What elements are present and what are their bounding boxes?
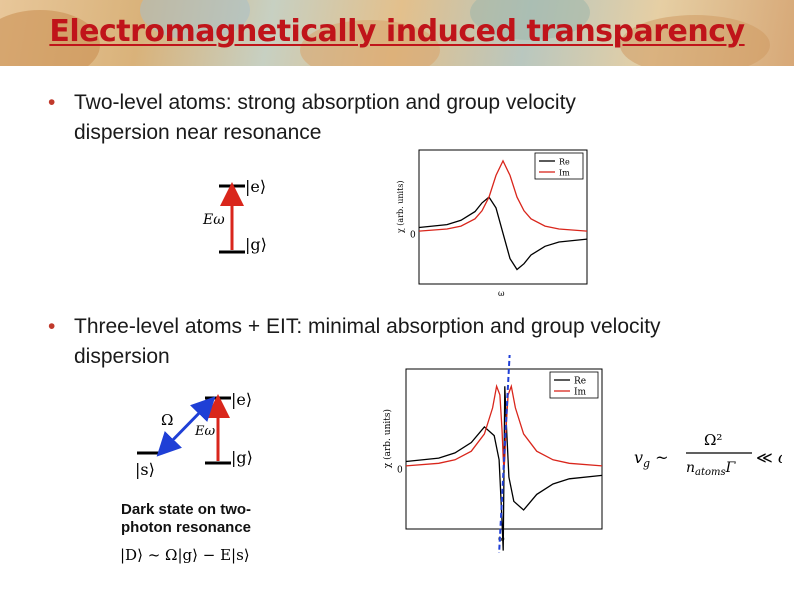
bullet-dot: • bbox=[48, 91, 56, 114]
group-velocity-slope-line bbox=[498, 355, 511, 554]
control-field-label: Ω bbox=[161, 411, 173, 429]
bullet-line: Two-level atoms: strong absorption and g… bbox=[74, 91, 576, 114]
field-label: Eω bbox=[202, 212, 225, 228]
legend-entry: Re bbox=[559, 158, 570, 167]
formula-denominator: natomsΓ bbox=[686, 460, 737, 478]
series-line-im bbox=[418, 159, 588, 232]
legend-box bbox=[534, 152, 584, 180]
y-axis-label: χ (arb. units) bbox=[382, 409, 393, 468]
group-velocity-formula: vg ~ Ω² natomsΓ ≪ c bbox=[634, 431, 782, 478]
control-arrow bbox=[156, 396, 216, 457]
ground-state-label: |g⟩ bbox=[245, 235, 267, 254]
y-tick-label: 0 bbox=[397, 465, 403, 475]
two-level-diagram: |e⟩ |g⟩ Eω bbox=[202, 177, 267, 254]
y-axis-label: χ (arb. units) bbox=[396, 180, 405, 233]
bullet-line: Three-level atoms + EIT: minimal absorpt… bbox=[74, 315, 661, 338]
bullet-three-level: • Three-level atoms + EIT: minimal absor… bbox=[48, 313, 768, 373]
legend-entry: Re bbox=[574, 377, 586, 387]
title-banner bbox=[0, 0, 794, 66]
y-tick-label: 0 bbox=[410, 230, 416, 240]
two-level-susceptibility-chart: 0 χ (arb. units) ω Re Im bbox=[396, 149, 588, 296]
x-axis-label: ω bbox=[498, 534, 505, 543]
legend-box bbox=[549, 371, 599, 399]
three-level-diagram: |e⟩ |g⟩ |s⟩ Ω Eω bbox=[135, 390, 253, 479]
bullet-dot: • bbox=[48, 315, 56, 338]
series-line-re bbox=[418, 196, 588, 271]
dark-state-equation: |D⟩ ~ Ω|g⟩ − E|s⟩ bbox=[120, 546, 250, 564]
banner-texture bbox=[620, 15, 770, 66]
slide-title: Electromagnetically induced transparency bbox=[49, 14, 745, 49]
storage-state-label: |s⟩ bbox=[135, 460, 155, 479]
excited-state-label: |e⟩ bbox=[231, 390, 252, 409]
bullet-line: dispersion bbox=[74, 345, 170, 368]
formula-numerator: Ω² bbox=[704, 431, 722, 449]
formula-vg: vg ~ bbox=[634, 448, 669, 470]
dark-state-caption-line1: Dark state on two- bbox=[121, 501, 252, 518]
banner-texture bbox=[300, 20, 440, 66]
ground-state-label: |g⟩ bbox=[231, 448, 253, 467]
legend-entry: Im bbox=[559, 169, 570, 178]
legend-entry: Im bbox=[574, 388, 587, 398]
x-axis-label: ω bbox=[498, 289, 505, 296]
excited-state-label: |e⟩ bbox=[245, 177, 266, 196]
bullet-line: dispersion near resonance bbox=[74, 121, 322, 144]
dark-state-caption-line2: photon resonance bbox=[121, 519, 252, 536]
formula-much-less-c: ≪ c bbox=[756, 448, 782, 467]
dark-state-formula: |D⟩ ~ Ω|g⟩ − E|s⟩ bbox=[120, 546, 250, 564]
field-label: Eω bbox=[194, 424, 215, 439]
bullet-two-level: • Two-level atoms: strong absorption and… bbox=[48, 89, 748, 149]
